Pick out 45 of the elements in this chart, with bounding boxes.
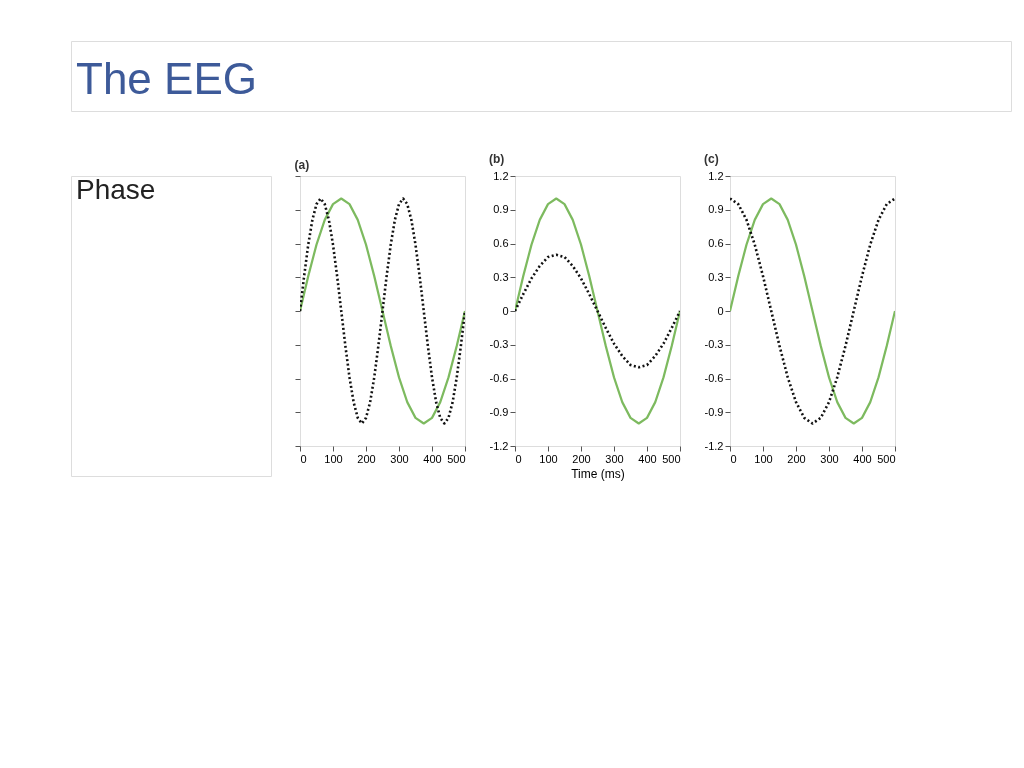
x-tick-label: 200 [357, 452, 376, 465]
y-tick-label: 1.2 [493, 169, 509, 182]
y-tick-label: -0.9 [489, 405, 509, 418]
chart-title: (c) [704, 152, 719, 166]
x-tick-label: 500 [877, 452, 896, 465]
y-tick-label: 0.3 [708, 270, 724, 283]
y-tick-label: -1.2 [489, 439, 509, 452]
y-tick-label: -0.6 [489, 372, 509, 384]
y-tick-label: 0 [717, 304, 724, 317]
text: The EEG [76, 54, 257, 103]
x-tick-label: 0 [730, 452, 737, 465]
x-tick-label: 200 [572, 452, 591, 465]
x-tick-label: 100 [324, 452, 343, 465]
x-tick-label: 200 [787, 452, 806, 465]
line-series [515, 253, 680, 369]
y-tick-label: -1.2 [704, 439, 724, 452]
x-tick-label: 0 [515, 452, 522, 465]
chart-title: (b) [489, 152, 505, 166]
x-tick-label: 400 [853, 452, 872, 465]
y-tick-label: 0.6 [493, 237, 509, 249]
y-tick-label: -0.6 [704, 372, 724, 384]
line-series [515, 197, 680, 425]
y-tick-label: 0.9 [493, 203, 509, 216]
x-tick-label: 500 [662, 452, 681, 465]
x-tick-label: 300 [390, 452, 409, 465]
y-tick-label: 0.3 [493, 270, 509, 283]
x-tick-label: 300 [605, 452, 624, 465]
y-tick-label: 0 [502, 304, 509, 317]
x-tick-label: 500 [447, 452, 466, 465]
y-tick-label: 0.6 [708, 237, 724, 249]
y-tick-label: -0.3 [704, 338, 724, 351]
x-tick-label: 100 [754, 452, 773, 465]
x-tick-label: 400 [423, 452, 442, 465]
y-tick-label: 0.9 [708, 203, 724, 216]
y-tick-label: -0.9 [704, 405, 724, 418]
text: Phase [76, 174, 156, 205]
x-tick-label: 100 [539, 452, 558, 465]
chart-title: (a) [294, 157, 310, 172]
line-series [730, 197, 895, 425]
x-tick-label: 300 [820, 452, 839, 465]
x-tick-label: 400 [638, 452, 657, 465]
y-tick-label: 1.2 [708, 169, 724, 182]
y-tick-label: -0.3 [489, 338, 509, 351]
x-tick-label: 0 [300, 452, 307, 465]
x-axis-title: Time (ms) [571, 466, 625, 481]
